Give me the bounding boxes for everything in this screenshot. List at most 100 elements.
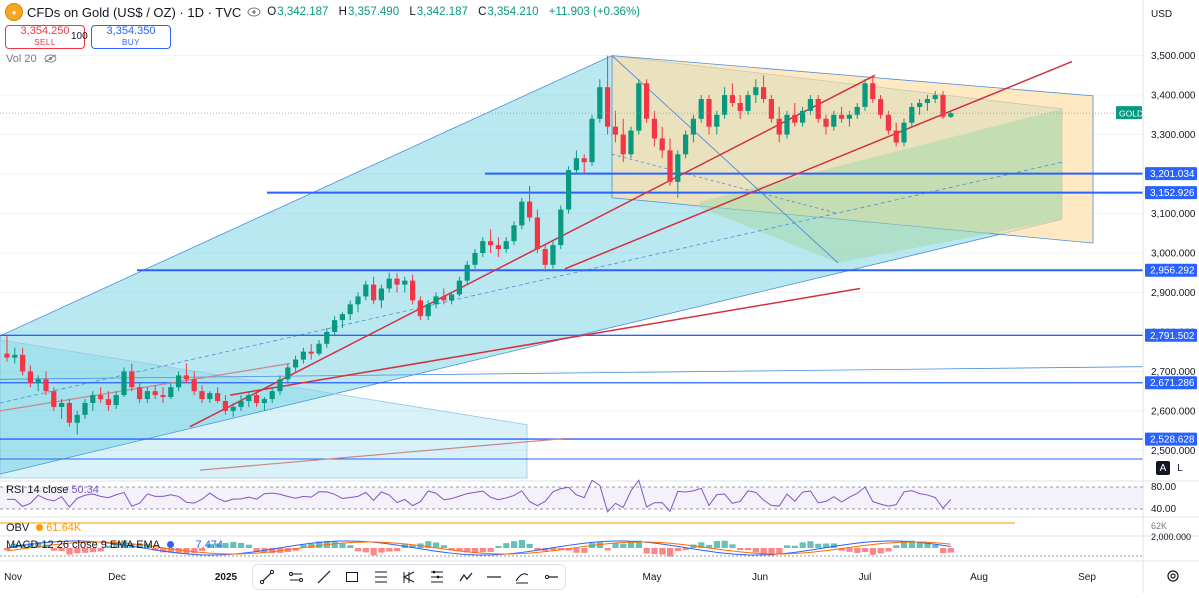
symbol-title[interactable]: CFDs on Gold (US$ / OZ) · 1D · TVC xyxy=(27,4,242,20)
pitchfork-tool-icon[interactable] xyxy=(399,567,419,587)
candle-body[interactable] xyxy=(121,371,127,396)
candle-body[interactable] xyxy=(729,95,735,103)
candle-body[interactable] xyxy=(199,391,205,400)
candle-body[interactable] xyxy=(761,87,767,100)
candle-body[interactable] xyxy=(885,114,891,131)
candle-body[interactable] xyxy=(839,114,845,119)
volume-legend[interactable]: Vol 20 xyxy=(6,53,57,65)
candle-body[interactable] xyxy=(433,296,439,305)
candle-body[interactable] xyxy=(347,304,353,315)
candle-body[interactable] xyxy=(776,118,782,135)
candle-body[interactable] xyxy=(823,118,829,127)
candle-body[interactable] xyxy=(402,280,408,285)
candle-body[interactable] xyxy=(597,87,603,119)
ray-tool-icon[interactable] xyxy=(314,567,334,587)
candle-body[interactable] xyxy=(293,359,299,368)
candle-body[interactable] xyxy=(152,391,158,396)
candle-body[interactable] xyxy=(745,95,751,111)
candle-body[interactable] xyxy=(488,241,494,246)
candle-body[interactable] xyxy=(394,278,400,285)
candle-body[interactable] xyxy=(854,106,860,115)
candle-body[interactable] xyxy=(901,122,907,143)
candle-body[interactable] xyxy=(495,245,501,250)
candle-body[interactable] xyxy=(43,379,49,392)
candle-body[interactable] xyxy=(176,375,182,388)
log-scale-button[interactable]: L xyxy=(1177,462,1183,474)
candle-body[interactable] xyxy=(82,402,88,415)
candle-body[interactable] xyxy=(784,114,790,135)
red-trend-line[interactable] xyxy=(229,287,861,396)
candle-body[interactable] xyxy=(371,284,377,301)
fib-retracement-tool-icon[interactable] xyxy=(371,567,391,587)
candle-body[interactable] xyxy=(792,114,798,123)
candle-body[interactable] xyxy=(386,278,392,289)
candle-body[interactable] xyxy=(215,393,221,402)
candle-body[interactable] xyxy=(254,395,260,403)
candle-body[interactable] xyxy=(105,399,111,405)
candle-body[interactable] xyxy=(940,95,946,117)
eye-icon[interactable] xyxy=(247,7,261,17)
candle-body[interactable] xyxy=(410,280,416,301)
candle-body[interactable] xyxy=(542,249,548,265)
candle-body[interactable] xyxy=(917,102,923,107)
candle-body[interactable] xyxy=(683,134,689,155)
candle-body[interactable] xyxy=(230,406,236,411)
auto-scale-button[interactable]: A xyxy=(1156,461,1170,475)
regression-trend-tool-icon[interactable] xyxy=(512,567,532,587)
candle-body[interactable] xyxy=(527,201,533,218)
candle-body[interactable] xyxy=(425,304,431,317)
candle-body[interactable] xyxy=(308,351,314,354)
candle-body[interactable] xyxy=(74,414,80,423)
sell-button[interactable]: 3,354.250 SELL xyxy=(5,25,85,49)
red-trend-line[interactable] xyxy=(0,362,291,412)
candle-body[interactable] xyxy=(113,395,119,405)
path-tool-icon[interactable] xyxy=(456,567,476,587)
macd-legend[interactable]: MACD 12 26 close 9 EMA EMA 7.474 xyxy=(6,539,223,551)
candle-body[interactable] xyxy=(285,367,291,380)
candle-body[interactable] xyxy=(378,288,384,301)
candle-body[interactable] xyxy=(20,354,26,372)
candle-body[interactable] xyxy=(893,130,899,143)
candle-body[interactable] xyxy=(636,83,642,131)
candle-body[interactable] xyxy=(690,118,696,135)
candle-body[interactable] xyxy=(573,158,579,171)
candle-body[interactable] xyxy=(144,391,150,400)
candle-body[interactable] xyxy=(277,379,283,392)
candle-body[interactable] xyxy=(35,379,41,384)
red-trend-line[interactable] xyxy=(564,60,1073,270)
candle-body[interactable] xyxy=(667,150,673,182)
candle-body[interactable] xyxy=(503,241,509,250)
candle-body[interactable] xyxy=(714,114,720,127)
candle-body[interactable] xyxy=(862,83,868,107)
gear-icon[interactable] xyxy=(1166,569,1180,583)
rsi-legend[interactable]: RSI 14 close 50.34 xyxy=(6,484,99,496)
candle-body[interactable] xyxy=(66,402,72,423)
candle-body[interactable] xyxy=(456,280,462,295)
candle-body[interactable] xyxy=(589,118,595,163)
obv-legend[interactable]: OBV 61.64K xyxy=(6,522,81,534)
candle-body[interactable] xyxy=(441,296,447,301)
candle-body[interactable] xyxy=(550,245,556,265)
candle-body[interactable] xyxy=(566,170,572,210)
candle-body[interactable] xyxy=(238,401,244,407)
candle-body[interactable] xyxy=(51,391,57,407)
candle-body[interactable] xyxy=(878,99,884,115)
candle-body[interactable] xyxy=(27,371,33,384)
candle-body[interactable] xyxy=(870,83,876,100)
candle-body[interactable] xyxy=(807,99,813,111)
candle-body[interactable] xyxy=(324,331,330,344)
red-trend-line[interactable] xyxy=(199,437,566,471)
candle-body[interactable] xyxy=(948,113,954,117)
candle-body[interactable] xyxy=(183,375,189,380)
gann-fan-tool-icon[interactable] xyxy=(427,567,447,587)
candle-body[interactable] xyxy=(698,99,704,119)
candle-body[interactable] xyxy=(449,294,455,301)
currency-label[interactable]: USD xyxy=(1151,9,1173,20)
candle-body[interactable] xyxy=(191,379,197,392)
candle-body[interactable] xyxy=(90,395,96,403)
candle-body[interactable] xyxy=(831,114,837,127)
candle-body[interactable] xyxy=(417,300,423,317)
parallel-channel-tool-icon[interactable] xyxy=(286,567,306,587)
candle-body[interactable] xyxy=(4,353,10,358)
